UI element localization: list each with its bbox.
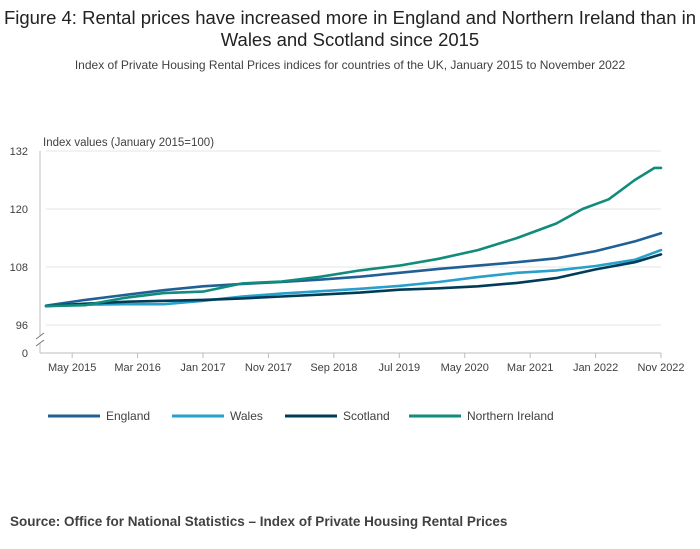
- series-line-england: [44, 231, 663, 308]
- x-tick-label: May 2020: [441, 362, 489, 374]
- x-tick-label: Sep 2018: [310, 362, 357, 374]
- legend-label-northern-ireland: Northern Ireland: [467, 409, 554, 423]
- chart-gridlines: [46, 150, 661, 326]
- x-tick-label: May 2015: [48, 362, 96, 374]
- legend-label-wales: Wales: [230, 409, 263, 423]
- chart-legend[interactable]: England Wales Scotland Northern Ireland: [48, 409, 554, 423]
- y-axis: 0 96 108 120 132 Index values (January 2015=1…: [10, 137, 215, 360]
- series-line-wales: [44, 248, 663, 308]
- chart-subtitle: Index of Private Housing Rental Prices i…: [74, 58, 626, 72]
- legend-label-scotland: Scotland: [343, 409, 390, 423]
- y-axis-label: Index values (January 2015=100): [43, 137, 214, 149]
- x-tick-label: Jan 2022: [573, 362, 618, 374]
- x-tick-label: Nov 2022: [637, 362, 684, 374]
- source-note: Source: Office for National Statistics –…: [10, 514, 508, 529]
- x-axis: May 2015 Mar 2016 Jan 2017 Nov 2017 Sep 2018…: [40, 352, 685, 374]
- x-tick-label: Mar 2016: [114, 362, 160, 374]
- axis-break-icon: [35, 332, 45, 347]
- y-tick-label: 96: [16, 320, 28, 332]
- y-tick-label: 0: [22, 348, 28, 360]
- x-tick-label: Jan 2017: [180, 362, 225, 374]
- y-tick-label: 108: [10, 262, 28, 274]
- y-tick-label: 132: [10, 146, 28, 158]
- series-line-scotland: [44, 253, 663, 308]
- chart-title: Figure 4: Rental prices have increased m…: [3, 7, 697, 50]
- series-line-northern-ireland: [44, 166, 663, 308]
- y-tick-label: 120: [10, 204, 28, 216]
- legend-label-england: England: [106, 409, 150, 423]
- x-tick-label: Jul 2019: [379, 362, 421, 374]
- x-tick-label: Mar 2021: [507, 362, 553, 374]
- x-tick-label: Nov 2017: [245, 362, 292, 374]
- chart-series: [44, 166, 663, 308]
